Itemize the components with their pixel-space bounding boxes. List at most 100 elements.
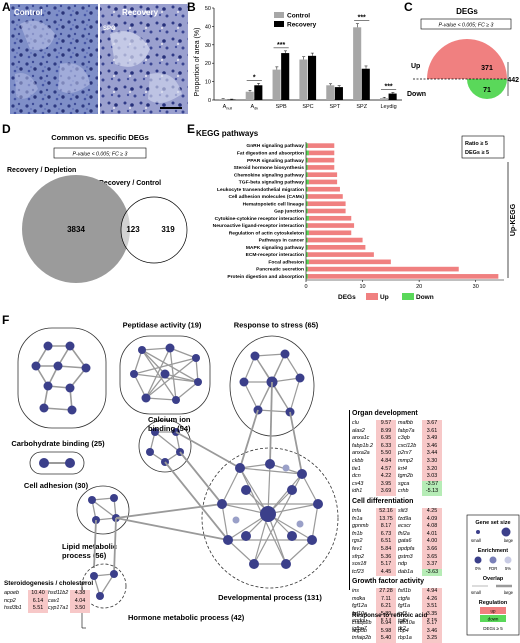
legend-fdr: FDR xyxy=(489,566,498,571)
gene-row: fn1a 13.75 fzd9a 4.09 xyxy=(352,515,442,524)
kegg-category-label: Hematopoietic cell lineage xyxy=(243,201,305,207)
kegg-category-label: Steroid hormone biosynthesis xyxy=(234,165,305,171)
lipid-cluster-outline xyxy=(76,485,130,535)
fold-change-value: 3.37 xyxy=(422,561,442,569)
kegg-legend-up-swatch xyxy=(366,293,378,300)
kegg-xlabel: DEGs xyxy=(338,294,356,301)
chart-b-xtick-label: SPC xyxy=(302,104,313,110)
chart-b-ylabel: Proportion of area (%) xyxy=(194,28,201,97)
gene-name: gata6 xyxy=(398,538,412,545)
chart-b-bar xyxy=(361,68,370,100)
kegg-up-bar xyxy=(306,194,343,199)
chart-b-legend-swatch xyxy=(274,21,284,27)
kegg-down-bar xyxy=(306,259,309,265)
kegg-up-bar xyxy=(306,172,338,178)
gene-row: fabp1b.2 6.33 cxcl12b 3.46 xyxy=(352,442,442,451)
down-label: Down xyxy=(407,91,426,98)
kegg-category-label: PPAR signaling pathway xyxy=(247,158,304,164)
fold-change-value: 6.73 xyxy=(376,530,396,539)
fold-change-value: 10.40 xyxy=(28,590,48,598)
gene-name: fev1 xyxy=(352,545,363,552)
kegg-category-label: Cell adhesion molecules (CAMs) xyxy=(228,194,304,200)
kegg-filter-box xyxy=(461,135,505,159)
fold-change-value: 3.50 xyxy=(70,605,90,613)
chart-b-ytick-label: 10 xyxy=(205,80,211,86)
spg-annotation: SPG xyxy=(103,26,116,32)
gene-name: ckbb xyxy=(352,457,364,464)
fold-change-value: -3.57 xyxy=(422,480,442,489)
chart-b-ytick-label: 20 xyxy=(205,61,211,67)
panel-label-c: C xyxy=(404,0,413,14)
calcium-label-2: binding (54) xyxy=(148,424,191,433)
legend-degs: DEGs ≥ 5 xyxy=(483,626,503,631)
gene-row: ins 27.28 fstl1b 4.94 xyxy=(352,588,442,596)
kegg-down-bar xyxy=(306,266,308,272)
degs-criteria-box xyxy=(420,18,512,30)
gene-name: c3qb xyxy=(398,435,410,442)
fold-change-value: 3.51 xyxy=(422,603,442,611)
kegg-down-bar xyxy=(306,194,308,199)
chart-b-xtick-label: SPT xyxy=(330,104,341,110)
gene-name: anxa2a xyxy=(352,450,370,457)
chart-b-bar xyxy=(272,69,281,100)
fold-change-value: 4.57 xyxy=(376,465,396,474)
fold-change-value: 6.94 xyxy=(376,620,396,628)
kegg-down-bar xyxy=(306,244,308,250)
kegg-down-bar xyxy=(306,165,308,170)
chart-b-xtick-label: Anull xyxy=(223,104,233,111)
chart-b-sig-mark: *** xyxy=(277,42,285,49)
gene-row: clu 9.57 mafbb 3.67 xyxy=(352,420,442,428)
gene-row: gpnmb 8.17 ecscr 4.08 xyxy=(352,523,442,531)
fold-change-value: 3.49 xyxy=(422,435,442,443)
gene-name: ctgfa xyxy=(398,595,410,602)
gene-name: fgf10a xyxy=(352,610,367,617)
up-semicircle xyxy=(427,39,507,79)
down-semicircle xyxy=(467,79,507,99)
gene-row: fn1b 6.73 fhl2a 4.01 xyxy=(352,530,442,539)
gene-row: anxa2a 5.50 p2rx7 3.44 xyxy=(352,450,442,458)
fold-change-value: 6.21 xyxy=(376,603,396,611)
kegg-down-bar xyxy=(306,215,309,221)
kegg-filter-ratio: Ratio ≥ 5 xyxy=(465,141,488,147)
gene-name: crabp2b xyxy=(352,620,372,626)
gene-name: tgfbi xyxy=(398,618,409,625)
gene-name: cxcl12b xyxy=(398,442,417,449)
legend-overlap: Overlap xyxy=(483,576,504,582)
fold-change-value: 5.36 xyxy=(376,553,396,562)
gene-row: ncp2 6.14 cav1 4.04 xyxy=(4,597,90,606)
fold-change-value: -5.13 xyxy=(422,488,442,496)
kegg-down-bar xyxy=(306,274,308,279)
gene-name: tgm2b xyxy=(398,473,413,480)
gene-row: ckbb 4.84 mmp2 3.30 xyxy=(352,457,442,466)
fold-change-value: 52.16 xyxy=(376,508,396,516)
kegg-up-bar xyxy=(306,244,366,250)
chart-b-bar xyxy=(299,59,308,100)
legend-up: up xyxy=(490,609,496,614)
gene-name: rbp1a xyxy=(398,635,412,642)
legend-enrichment: Enrichment xyxy=(478,548,508,554)
chart-b-sig-mark: *** xyxy=(384,83,392,90)
chart-b-bar xyxy=(334,87,343,100)
kegg-up-bar xyxy=(306,252,374,257)
gene-name: ins xyxy=(352,588,359,594)
venn-right-label: Recovery / Control xyxy=(99,180,161,187)
kegg-up-bar xyxy=(306,266,459,272)
fold-change-value: 13.75 xyxy=(376,515,396,524)
gene-name: fn1a xyxy=(352,515,363,522)
kegg-category-label: GnRH signaling pathway xyxy=(246,143,304,149)
gene-name: endou xyxy=(352,618,367,625)
gene-name: rdh10a xyxy=(398,620,415,626)
gene-name: anxa1c xyxy=(352,435,370,442)
gene-name: cx43 xyxy=(352,480,364,487)
fold-change-value: 4.84 xyxy=(376,457,396,466)
carbohydrate-label: Carbohydrate binding (25) xyxy=(11,439,105,448)
gene-name: tnfa xyxy=(352,508,361,514)
gene-name: p2rx7 xyxy=(398,450,412,457)
gene-name: krt4 xyxy=(398,465,407,472)
network-panel: Carbohydrate binding (25) Cell adhesion … xyxy=(11,321,339,629)
kegg-up-bar xyxy=(306,179,338,185)
kegg-category-label: TGF-beta signaling pathway xyxy=(239,180,304,186)
gene-name: ndp xyxy=(398,561,407,568)
gene-row: sox18 5.17 ndp 3.37 xyxy=(352,561,442,569)
fold-change-value: 3.44 xyxy=(422,450,442,458)
